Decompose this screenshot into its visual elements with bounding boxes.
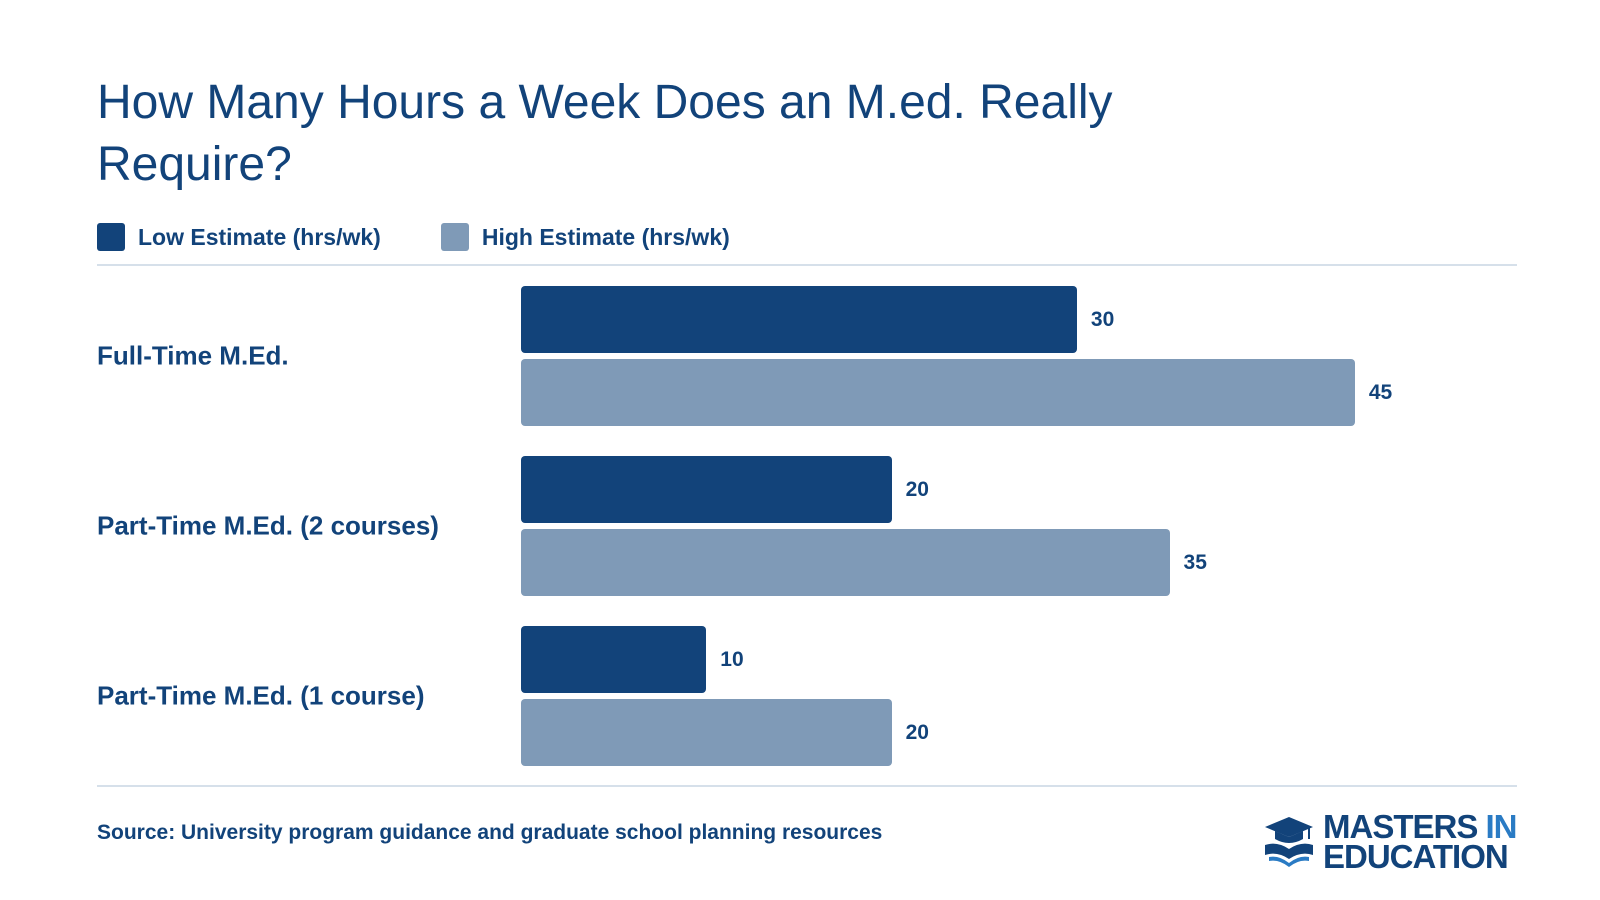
bar-value-label: 45 [1368, 380, 1393, 404]
chart-title: How Many Hours a Week Does an M.ed. Real… [97, 76, 1113, 191]
category-label: Full-Time M.Ed. [97, 340, 289, 371]
source-note: Source: University program guidance and … [97, 821, 883, 844]
bar-value-label: 10 [720, 647, 744, 671]
category-label: Part-Time M.Ed. (2 courses) [97, 510, 439, 541]
legend-item-high: High Estimate (hrs/wk) [440, 223, 730, 251]
legend: Low Estimate (hrs/wk) High Estimate (hrs… [97, 223, 790, 251]
divider-bottom [97, 785, 1517, 787]
bar-low-estimate [521, 626, 707, 693]
category-label: Part-Time M.Ed. (1 course) [97, 680, 425, 711]
legend-item-low: Low Estimate (hrs/wk) [97, 223, 381, 251]
logo-in: IN [1485, 808, 1518, 845]
bar-low-estimate [521, 456, 892, 523]
legend-swatch-low [97, 223, 125, 251]
legend-label-low: Low Estimate (hrs/wk) [138, 223, 381, 250]
logo: MASTERS IN EDUCATION [1263, 810, 1518, 875]
bar-value-label: 20 [905, 720, 929, 744]
logo-education: EDUCATION [1323, 838, 1509, 875]
divider-top [97, 264, 1517, 266]
bar-high-estimate [521, 359, 1355, 426]
logo-wordmark: MASTERS IN EDUCATION [1323, 810, 1518, 875]
bar-low-estimate [521, 286, 1077, 353]
bar-value-label: 20 [905, 477, 929, 501]
logo-masters: MASTERS [1323, 808, 1486, 845]
bar-high-estimate [521, 699, 892, 766]
graduation-cap-book-icon [1265, 817, 1313, 867]
legend-label-high: High Estimate (hrs/wk) [481, 223, 730, 250]
legend-swatch-high [440, 223, 469, 251]
bar-value-label: 30 [1090, 307, 1115, 331]
bar-high-estimate [521, 529, 1170, 596]
bar-value-label: 35 [1183, 550, 1207, 574]
